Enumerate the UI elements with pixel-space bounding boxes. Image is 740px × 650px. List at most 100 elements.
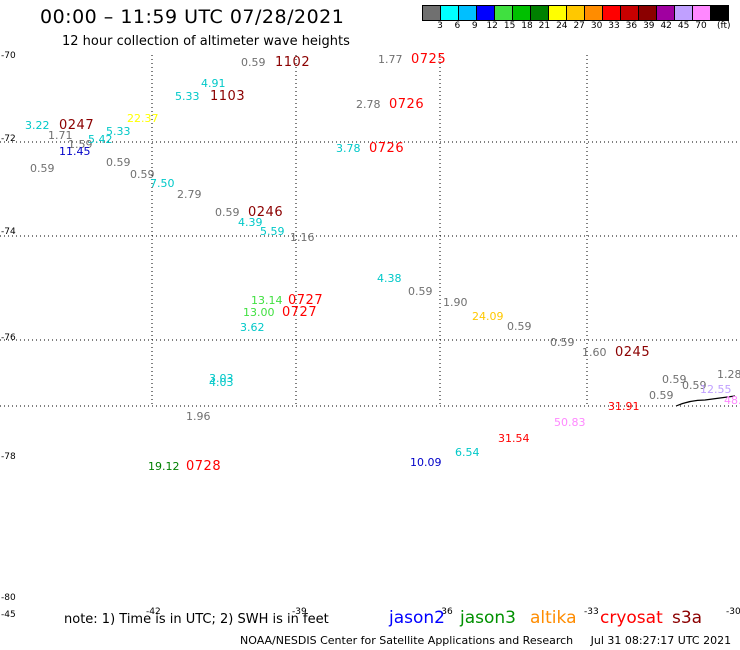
legend-item-cryosat: cryosat (600, 608, 663, 628)
wave-height-label: 1.77 (378, 53, 403, 66)
footnote: note: 1) Time is in UTC; 2) SWH is in fe… (64, 612, 329, 627)
color-scale-cell (656, 5, 675, 21)
wave-height-label: 48. (724, 394, 740, 407)
color-scale-cell (620, 5, 639, 21)
wave-height-label: 0.59 (550, 336, 575, 349)
color-scale-label: 33 (608, 21, 620, 31)
lon-label: -45 (1, 610, 16, 620)
color-scale-cell (530, 5, 549, 21)
wave-height-label: 22.37 (127, 112, 159, 125)
wave-height-label: 6.54 (455, 446, 480, 459)
legend-item-s3a: s3a (672, 608, 703, 628)
color-scale-label: 36 (625, 21, 638, 31)
wave-height-label: 1.60 (582, 346, 607, 359)
pass-time-label: 0727 (288, 293, 323, 308)
wave-height-label: 0.59 (241, 56, 266, 69)
wave-height-label: 0.59 (408, 285, 433, 298)
legend-item-jason2: jason2 (389, 608, 445, 628)
color-scale-label: 21 (538, 21, 551, 31)
lat-label: -70 (1, 51, 16, 61)
coastline (675, 395, 736, 407)
wave-height-label: 0.59 (662, 373, 687, 386)
wave-height-label: 31.91 (608, 400, 640, 413)
wave-height-label: 1.71 (48, 129, 73, 142)
generated-timestamp: Jul 31 08:27:17 UTC 2021 (590, 634, 732, 647)
wave-height-label: 10.09 (410, 456, 442, 469)
wave-height-label: 50.83 (554, 416, 586, 429)
lon-label: -39 (292, 607, 307, 617)
wave-height-label: 13.14 (251, 294, 283, 307)
color-scale-label: 42 (660, 21, 672, 31)
color-scale-cell (602, 5, 621, 21)
wave-height-label: 0.59 (215, 206, 240, 219)
lat-label: -72 (1, 134, 16, 144)
wave-height-label: 0.59 (649, 389, 674, 402)
color-scale-label: 45 (677, 21, 690, 31)
wave-height-label: 5.33 (175, 90, 200, 103)
color-scale-label: 27 (573, 21, 585, 31)
legend-item-altika: altika (530, 608, 577, 628)
lat-label: -78 (1, 452, 16, 462)
color-scale-cell (710, 5, 729, 21)
color-scale-label: 18 (521, 21, 533, 31)
pass-time-label: 1103 (210, 89, 245, 104)
lat-label: -80 (1, 593, 16, 603)
color-scale-label: 12 (486, 21, 498, 31)
color-scale-label: 30 (590, 21, 603, 31)
credit-text: NOAA/NESDIS Center for Satellite Applica… (240, 634, 574, 647)
lon-label: -33 (584, 607, 599, 617)
wave-height-label: 0.59 (130, 168, 155, 181)
wave-height-label: 1.28 (717, 368, 740, 381)
color-scale-label: 24 (556, 21, 568, 31)
color-scale-label: 9 (471, 21, 478, 31)
graticule (0, 55, 740, 407)
wave-height-label: 11.45 (59, 145, 91, 158)
wave-height-label: 2.79 (177, 188, 202, 201)
wave-height-label: 3.03 (209, 372, 234, 385)
color-scale-cell (638, 5, 657, 21)
color-scale-unit: (ft) (717, 21, 731, 31)
wave-height-label: 1.16 (290, 231, 315, 244)
wave-height-label: 4.39 (238, 216, 263, 229)
pass-time-label: 0725 (411, 52, 446, 67)
wave-height-label: 3.22 (25, 119, 50, 132)
lat-label: -76 (1, 333, 16, 343)
wave-height-label: 1.90 (443, 296, 468, 309)
pass-time-label: 0726 (389, 97, 424, 112)
color-scale-cell (458, 5, 477, 21)
wave-height-label: 24.09 (472, 310, 504, 323)
wave-height-label: 1.59 (68, 138, 93, 151)
lon-label: -42 (146, 607, 161, 617)
color-scale-cell (674, 5, 693, 21)
color-scale-cell (692, 5, 711, 21)
wave-height-label: 12.55 (700, 383, 732, 396)
color-scale-label: 70 (695, 21, 707, 31)
color-scale-cell (584, 5, 603, 21)
wave-height-label: 0.59 (682, 379, 707, 392)
color-scale-label: 3 (437, 21, 443, 31)
wave-height-label: 5.42 (88, 133, 113, 146)
lat-label: -74 (1, 227, 16, 237)
color-scale-cell (566, 5, 585, 21)
color-scale-label: 39 (643, 21, 655, 31)
credit-line: NOAA/NESDIS Center for Satellite Applica… (240, 634, 731, 647)
legend-item-jason3: jason3 (460, 608, 516, 628)
wave-height-label: 5.33 (106, 125, 131, 138)
color-scale-cell (512, 5, 531, 21)
wave-height-label: 4.38 (377, 272, 402, 285)
wave-height-label: 2.78 (356, 98, 381, 111)
color-scale-cell (548, 5, 567, 21)
wave-height-label: 3.62 (240, 321, 265, 334)
lon-label: -30 (726, 607, 740, 617)
pass-time-label: 1102 (275, 55, 310, 70)
map-subtitle: 12 hour collection of altimeter wave hei… (62, 34, 350, 49)
pass-time-label: 0728 (186, 459, 221, 474)
color-scale-label: 15 (503, 21, 516, 31)
color-scale (422, 5, 729, 21)
pass-time-label: 0247 (59, 118, 94, 133)
wave-height-label: 13.00 (243, 306, 275, 319)
wave-height-label: 0.59 (106, 156, 131, 169)
wave-height-label: 19.12 (148, 460, 180, 473)
pass-time-label: 0727 (282, 305, 317, 320)
